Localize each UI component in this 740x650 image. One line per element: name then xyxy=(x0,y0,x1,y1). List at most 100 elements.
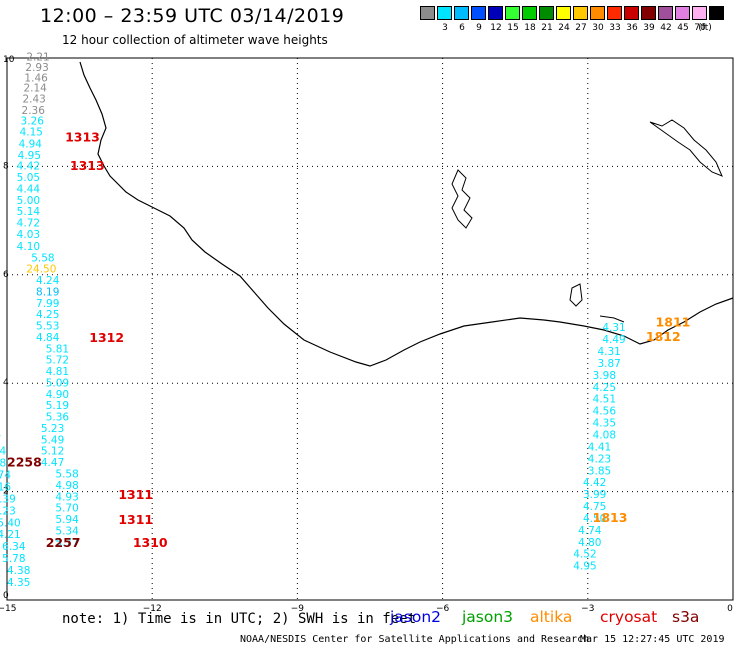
wave-height-value: 4.38 xyxy=(7,565,30,577)
wave-height-value: 4.35 xyxy=(7,577,30,589)
lat-lon-grid xyxy=(7,58,733,600)
wave-height-value: 4.25 xyxy=(36,309,59,321)
plot-frame xyxy=(6,57,734,601)
scale-swatch xyxy=(505,6,520,20)
wave-height-value: 4.51 xyxy=(593,394,616,406)
wave-height-value: 2.93 xyxy=(25,62,48,74)
scale-swatch xyxy=(522,6,537,20)
wave-height-value: 4.84 xyxy=(36,332,60,344)
wave-height-value: 5.09 xyxy=(46,377,69,389)
scale-swatch xyxy=(420,6,435,20)
wave-height-value: 5.36 xyxy=(46,412,70,424)
wave-height-value: 2.43 xyxy=(22,93,45,105)
wave-height-value: 4.24 xyxy=(36,275,60,287)
wave-height-value: 4.15 xyxy=(20,127,43,139)
wave-height-value: 4.74 xyxy=(578,525,602,537)
wave-height-value: 4.68 xyxy=(0,458,6,470)
wave-height-value: 4.50 xyxy=(583,513,606,525)
satellite-legend-item: altika xyxy=(530,608,573,626)
pass-time-label: 2258 xyxy=(7,455,42,470)
scale-label: 18 xyxy=(524,23,536,33)
map-subtitle: 12 hour collection of altimeter wave hei… xyxy=(62,33,328,47)
wave-height-value: 4.31 xyxy=(597,346,620,358)
x-tick-label: 0 xyxy=(727,604,733,614)
wave-height-value: 5.34 xyxy=(55,525,79,537)
scale-swatch xyxy=(607,6,622,20)
wave-height-value: 3.87 xyxy=(597,358,620,370)
wave-height-value: 4.16 xyxy=(0,482,11,494)
wave-height-value: 5.58 xyxy=(55,469,78,481)
satellite-legend-item: cryosat xyxy=(600,608,658,626)
scale-swatch xyxy=(573,6,588,20)
pass-time-label: 1812 xyxy=(646,329,681,344)
wave-height-value: 5.77 xyxy=(55,537,78,549)
wave-height-value: 5.40 xyxy=(0,517,21,529)
lagos-lagoon xyxy=(599,315,625,323)
scale-label: 3 xyxy=(442,23,448,33)
wave-height-labels: 2.212.931.462.142.432.363.264.154.944.95… xyxy=(0,52,626,589)
scale-label: 42 xyxy=(660,23,672,33)
wave-height-value: 4.23 xyxy=(0,505,16,517)
wave-height-value: 4.08 xyxy=(593,429,616,441)
generated-timestamp: Mar 15 12:27:45 UTC 2019 xyxy=(580,634,725,645)
pass-time-label: 1813 xyxy=(593,510,628,525)
pass-time-label: 2257 xyxy=(46,535,81,550)
scale-swatch xyxy=(556,6,571,20)
pass-time-labels: 1313 1313 1312 2258 1311 1311 2257 1310 18111812… xyxy=(7,129,690,549)
scale-swatch xyxy=(641,6,656,20)
wave-height-value: 3.64 xyxy=(0,446,6,458)
scale-label: 6 xyxy=(459,23,465,33)
wave-height-value: 4.94 xyxy=(19,138,43,150)
scale-label: 21 xyxy=(541,23,553,33)
lake-kainji xyxy=(649,119,723,177)
y-tick-label: 2 xyxy=(3,487,9,497)
wave-height-value: 4.35 xyxy=(593,418,616,430)
wave-height-value: 4.03 xyxy=(17,229,40,241)
coastline-west-africa xyxy=(79,61,734,367)
wave-height-value: 4.44 xyxy=(17,183,41,195)
y-tick-label: 6 xyxy=(3,270,9,280)
wave-height-value: 5.49 xyxy=(41,434,64,446)
wave-height-value: 5.14 xyxy=(17,206,41,218)
wave-height-value: 5.05 xyxy=(17,172,40,184)
scale-label: 45 xyxy=(677,23,689,33)
coastline xyxy=(79,61,734,367)
wave-height-value: 7.99 xyxy=(36,298,59,310)
x-tick-label: −3 xyxy=(581,604,594,614)
x-tick-label: −15 xyxy=(0,604,17,614)
wave-height-value: 3.99 xyxy=(583,489,606,501)
wave-height-value: 4.42 xyxy=(583,477,606,489)
wave-height-value: 4.95 xyxy=(18,150,41,162)
wave-height-value: 5.12 xyxy=(41,446,64,458)
scale-label: 24 xyxy=(558,23,570,33)
wave-height-value: 4.75 xyxy=(583,501,606,513)
wave-height-value: 6.34 xyxy=(2,541,26,553)
wave-height-value: 4.31 xyxy=(602,322,625,334)
scale-swatch xyxy=(488,6,503,20)
wave-height-value: 5.23 xyxy=(41,423,64,435)
units-note: note: 1) Time is in UTC; 2) SWH is in fe… xyxy=(62,611,417,627)
wave-height-value: 4.52 xyxy=(573,549,596,561)
wave-height-value: 4.10 xyxy=(17,241,40,253)
scale-swatch xyxy=(658,6,673,20)
wave-height-value: 2.21 xyxy=(26,52,49,64)
scale-label: 36 xyxy=(626,23,638,33)
scale-label: 27 xyxy=(575,23,587,33)
satellite-legend-item: s3a xyxy=(672,608,700,626)
wave-height-value: 4.47 xyxy=(41,457,64,469)
y-tick-label: 4 xyxy=(3,378,9,388)
scale-label: 30 xyxy=(592,23,604,33)
wave-height-value: 5.81 xyxy=(46,343,69,355)
wave-height-value: 5.58 xyxy=(31,252,54,264)
wave-height-value: 4.49 xyxy=(602,334,625,346)
wave-height-value: 4.42 xyxy=(17,161,40,173)
pass-time-label: 1310 xyxy=(133,535,168,550)
wave-height-value: 4.98 xyxy=(55,480,78,492)
wave-height-value: 4.56 xyxy=(593,406,617,418)
scale-swatch xyxy=(624,6,639,20)
wave-height-value: 3.74 xyxy=(0,470,11,482)
wave-height-value: 2.14 xyxy=(23,83,47,95)
wave-height-value: 4.21 xyxy=(0,529,21,541)
scale-swatch xyxy=(692,6,707,20)
